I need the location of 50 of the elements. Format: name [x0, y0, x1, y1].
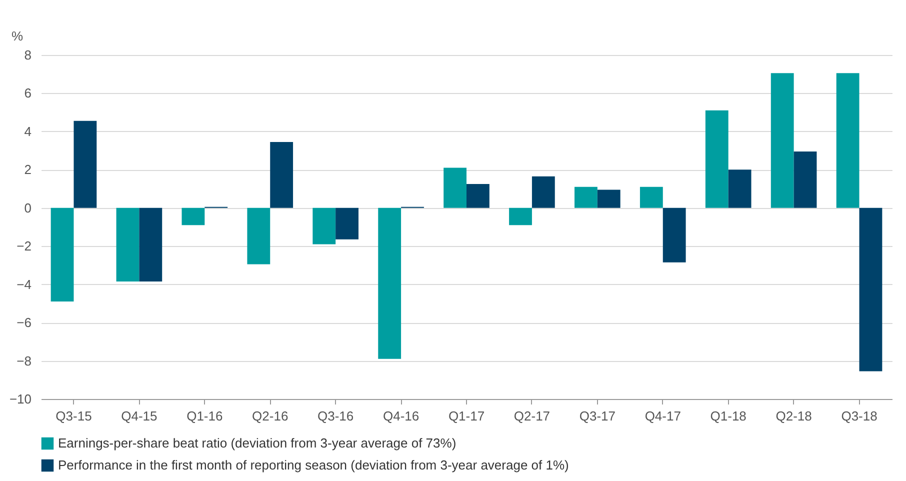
- y-tick-label: −10: [9, 392, 32, 406]
- legend-label: Performance in the first month of reporting season (deviation from 3-year average of 1%): [58, 458, 569, 472]
- y-tick-label: 0: [24, 200, 32, 216]
- y-axis-title: %: [12, 28, 24, 44]
- y-tick-label: 4: [24, 124, 32, 139]
- bar: [728, 170, 752, 208]
- y-tick-label: 6: [24, 86, 32, 101]
- x-tick-label: Q2-17: [514, 408, 550, 424]
- x-tick-label: Q3-15: [56, 408, 92, 424]
- y-tick-label: −2: [16, 238, 32, 254]
- bar: [50, 208, 74, 302]
- bar: [532, 176, 555, 208]
- x-tick-label: Q2-16: [252, 408, 288, 424]
- x-tick-label: Q3-17: [579, 408, 616, 424]
- bar: [705, 110, 728, 208]
- y-tick-label: 8: [24, 48, 32, 62]
- bar: [182, 208, 205, 226]
- bar: [378, 208, 402, 359]
- bar: [597, 190, 620, 208]
- bar: [116, 208, 140, 282]
- bar: [574, 186, 598, 208]
- bar: [509, 208, 532, 226]
- bar: [662, 208, 686, 262]
- y-tick-label: −4: [16, 276, 32, 292]
- x-tick-label: Q4-16: [382, 408, 420, 424]
- bar: [836, 73, 860, 208]
- x-tick-label: Q4-15: [121, 408, 158, 424]
- y-tick-label: −8: [16, 353, 32, 368]
- bar: [444, 168, 466, 208]
- x-tick-label: Q1-17: [448, 408, 485, 424]
- bar: [270, 142, 294, 208]
- bar: [770, 73, 794, 208]
- x-tick-label: Q3-16: [318, 408, 354, 424]
- bar: [336, 208, 358, 240]
- bar: [139, 208, 162, 282]
- bar: [859, 208, 882, 372]
- y-tick-label: 2: [24, 162, 32, 178]
- y-tick-label: −6: [16, 315, 32, 330]
- x-tick-label: Q3-18: [841, 408, 878, 424]
- legend-label: Earnings-per-share beat ratio (deviation from 3-year average of 73%): [58, 436, 456, 450]
- x-tick-label: Q1-16: [186, 408, 223, 424]
- bar: [74, 120, 97, 208]
- x-tick-label: Q2-18: [776, 408, 812, 424]
- bar: [466, 184, 490, 208]
- bar: [640, 186, 663, 208]
- bar: [312, 208, 336, 244]
- x-tick-label: Q1-18: [710, 408, 746, 424]
- bar: [247, 208, 270, 264]
- bar: [794, 152, 817, 208]
- x-tick-label: Q4-17: [644, 408, 681, 424]
